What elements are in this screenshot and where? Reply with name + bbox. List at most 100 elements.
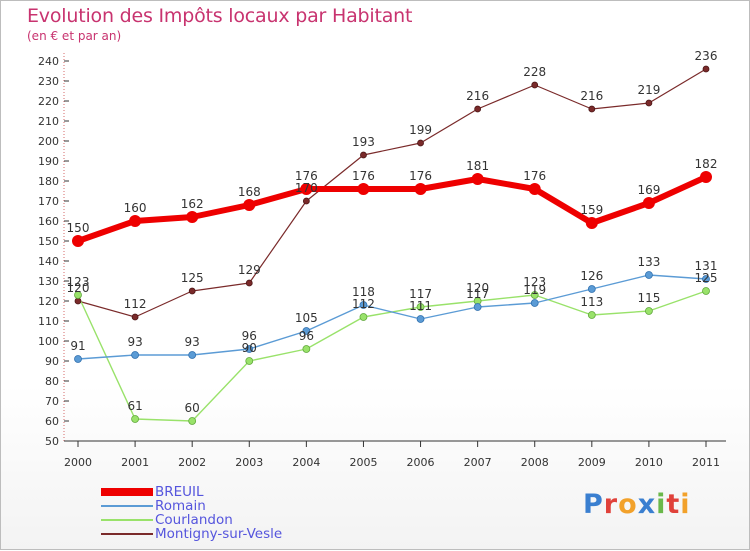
data-label: 199 [409,123,432,137]
y-tick-label: 60 [45,415,59,428]
y-tick-label: 240 [38,55,59,68]
data-label: 123 [67,275,90,289]
proxiti-logo: Proxiti [583,489,691,520]
data-point [131,313,139,321]
data-label: 60 [185,401,200,415]
series-labels: 150 160 162 168 176 176 176 181 176 159 169 182 91 93… [67,49,718,415]
chart-title: Evolution des Impôts locaux par Habitant [27,5,413,27]
data-point [528,183,541,195]
data-label: 228 [523,65,546,79]
chart-subtitle: (en € et par an) [27,29,122,43]
data-label: 117 [409,287,432,301]
y-tick-label: 140 [38,255,59,268]
data-label: 111 [409,299,432,313]
data-point [245,345,254,353]
data-label: 181 [466,159,489,173]
data-point [245,279,253,287]
axes: 50 60 70 80 90 100 110 120 130 140 150 160 170 180 190… [38,53,726,469]
series-line-romain [77,274,707,360]
data-label: 129 [238,263,261,277]
data-point [645,99,653,107]
data-label: 120 [67,281,90,295]
data-label: 131 [695,259,718,273]
data-label: 150 [67,221,90,235]
data-label: 133 [637,255,660,269]
data-point [188,417,197,425]
data-label: 61 [127,399,142,413]
y-tick-label: 50 [45,435,59,448]
data-label: 123 [523,275,546,289]
legend-label: Courlandon [155,512,233,528]
y-tick-label: 110 [38,315,59,328]
data-point [642,197,655,209]
data-label: 112 [352,297,375,311]
data-point [360,151,367,159]
data-point [302,327,311,335]
series-line-breuil [77,174,708,244]
series-lines [77,68,708,422]
data-label: 193 [352,135,375,149]
data-point [131,415,139,423]
data-label: 93 [127,335,142,349]
data-label: 112 [124,297,147,311]
x-tick-label: 2009 [578,456,606,469]
data-point [129,215,142,227]
x-tick-label: 2008 [521,456,549,469]
x-tick-label: 2003 [235,456,263,469]
data-point [587,311,596,319]
y-tick-label: 130 [38,275,59,288]
legend-swatch [101,488,153,496]
data-label: 182 [695,157,718,171]
y-tick-label: 100 [38,335,59,348]
x-tick-label: 2007 [464,456,492,469]
data-label: 125 [181,271,204,285]
data-label: 105 [295,311,318,325]
y-tick-label: 220 [38,95,59,108]
x-tick-label: 2004 [292,456,320,469]
legend-swatch [101,519,153,521]
data-point [300,183,313,195]
data-point [702,287,710,295]
legend-swatch [101,505,153,507]
data-label: 176 [295,169,318,183]
data-label: 119 [523,283,546,297]
data-label: 216 [580,89,603,103]
data-label: 162 [181,197,204,211]
data-label: 93 [185,335,200,349]
data-label: 91 [70,339,85,353]
data-point [416,315,425,323]
y-tick-label: 170 [38,195,59,208]
data-label: 96 [299,329,314,343]
data-label: 159 [580,203,603,217]
data-point [186,211,199,223]
y-tick-label: 150 [38,235,59,248]
data-point [588,105,596,113]
x-tick-label: 2000 [64,456,92,469]
data-label: 170 [295,181,318,195]
data-point [414,183,427,195]
data-point [417,139,424,147]
data-label: 219 [637,83,660,97]
legend-label: Montigny-sur-Vesle [155,526,283,542]
data-label: 125 [695,271,718,285]
y-tick-label: 120 [38,295,59,308]
y-tick-label: 230 [38,75,59,88]
data-point [585,217,598,229]
x-tick-label: 2002 [178,456,206,469]
data-label: 113 [580,295,603,309]
x-tick-label: 2011 [692,456,720,469]
data-label: 117 [466,287,489,301]
x-tick-label: 2005 [349,456,377,469]
y-tick-label: 180 [38,175,59,188]
y-tick-label: 70 [45,395,59,408]
data-label: 236 [695,49,718,63]
data-point [473,303,482,311]
data-point [702,65,710,73]
data-point [74,355,82,363]
data-label: 216 [466,89,489,103]
data-point [474,105,482,113]
series-line-montigny-sur-vesle [77,68,707,318]
data-label: 118 [352,285,375,299]
